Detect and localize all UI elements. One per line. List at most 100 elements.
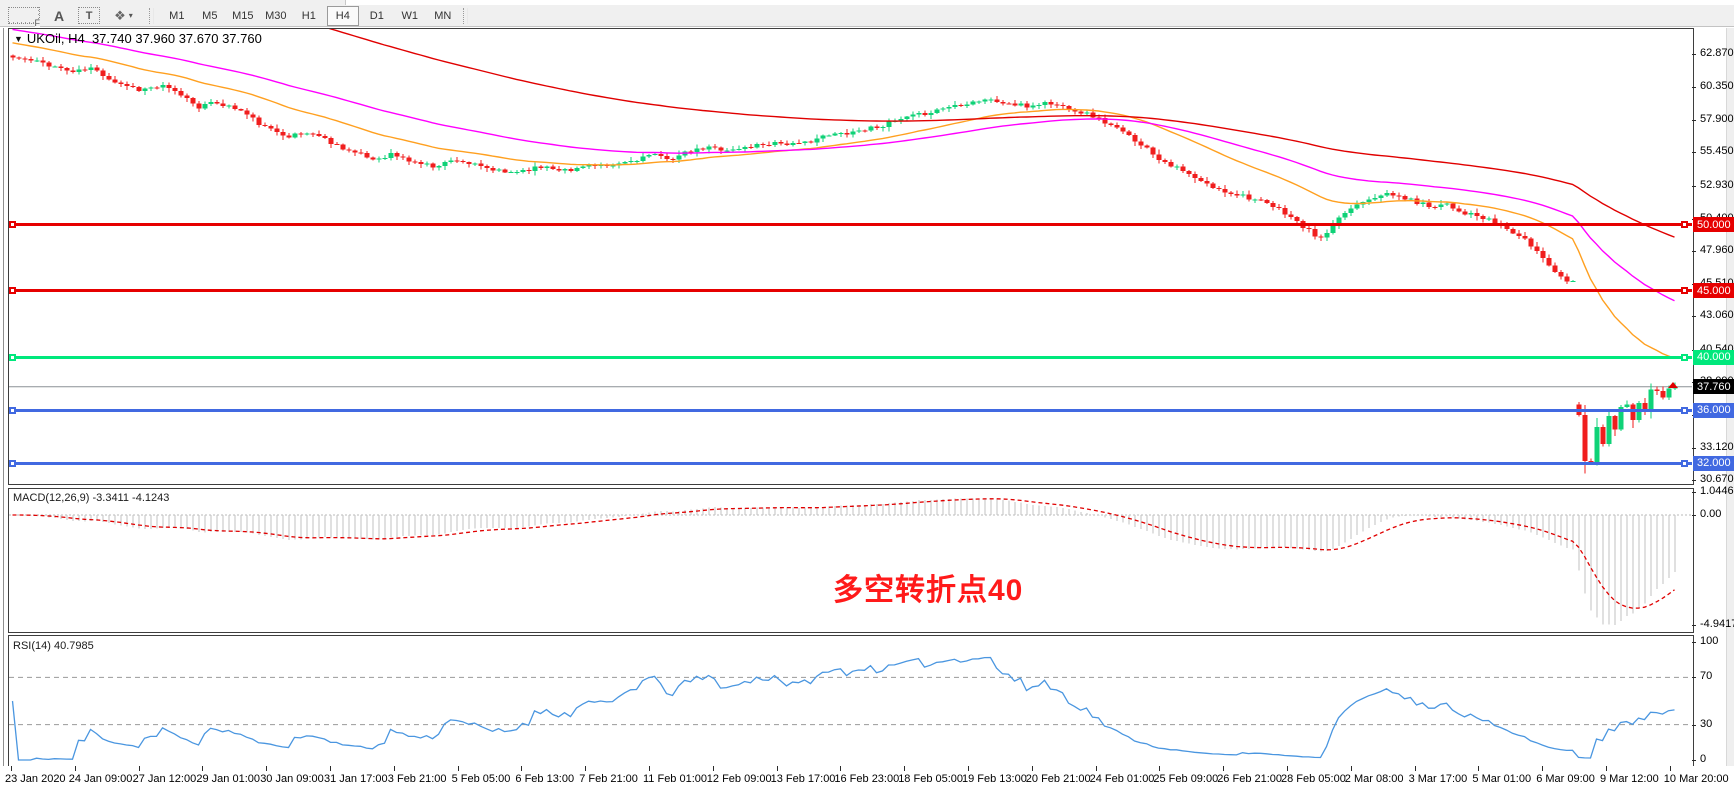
candle-body (1324, 233, 1330, 238)
arrow-objects-button[interactable]: ❖ ▾ (114, 7, 133, 25)
timeframe-button-w1[interactable]: W1 (401, 9, 419, 22)
candle-body (232, 105, 238, 110)
candle-body (1282, 208, 1288, 215)
candle-body (1366, 199, 1372, 203)
chart-grid-button[interactable]: F (8, 7, 40, 28)
macd-axis-tick (1692, 515, 1696, 516)
candle-body (436, 166, 442, 168)
price-axis-label: 33.120 (1700, 440, 1734, 453)
time-axis-label: 3 Mar 17:00 (1408, 773, 1468, 785)
candle-body (1408, 198, 1414, 200)
line-handle-left[interactable] (9, 221, 16, 229)
time-axis-tick (393, 766, 395, 771)
left-splitter[interactable] (0, 28, 8, 766)
rsi-value: 40.7985 (53, 640, 94, 652)
timeframe-button-h1[interactable]: H1 (301, 9, 316, 22)
horizontal-line-50.000[interactable] (9, 223, 1692, 227)
candle-body (292, 133, 298, 138)
time-axis-tick (1031, 766, 1033, 771)
horizontal-line-40.000[interactable] (9, 355, 1692, 359)
time-axis-label: 30 Jan 09:00 (260, 773, 324, 785)
text-box-icon: T (78, 7, 101, 24)
time-axis-label: 24 Jan 09:00 (68, 773, 133, 785)
line-price-badge: 32.000 (1693, 455, 1734, 471)
candle-body (472, 163, 478, 165)
candle-body (1342, 212, 1348, 218)
candle-body (520, 170, 526, 172)
line-handle-left[interactable] (9, 406, 16, 414)
horizontal-line-45.000[interactable] (9, 289, 1692, 293)
time-axis-tick (266, 766, 268, 771)
candle-body (1402, 196, 1408, 200)
candle-body (316, 133, 322, 137)
time-axis[interactable]: 23 Jan 2020 24 Jan 09:00 27 Jan 12:00 29 Ja… (0, 766, 1734, 790)
timeframe-button-m30[interactable]: M30 (265, 9, 287, 22)
candle-body (700, 148, 706, 150)
candle-body (784, 143, 790, 145)
candle-body (490, 168, 496, 171)
candle-body (166, 85, 172, 89)
timeframe-button-d1[interactable]: D1 (369, 9, 384, 22)
candle-body (1492, 218, 1498, 224)
macd-chart-surface[interactable] (9, 489, 1692, 631)
rsi-chart-surface[interactable] (9, 636, 1692, 764)
candle-body (208, 101, 214, 105)
candle-body (496, 169, 502, 171)
candle-body (304, 133, 310, 135)
toolbar-grip (462, 7, 468, 24)
macd-values: -3.3411 -4.1243 (92, 492, 170, 504)
line-handle-left[interactable] (9, 459, 16, 467)
price-axis-tick (1692, 87, 1696, 89)
candle-body (118, 82, 124, 84)
candle-body (1630, 404, 1636, 421)
candle-body (1624, 404, 1630, 407)
price-axis-label: 55.450 (1700, 145, 1734, 158)
timeframe-button-m1[interactable]: M1 (169, 9, 185, 22)
timeframe-button-m5[interactable]: M5 (202, 9, 218, 22)
candle-body (172, 88, 178, 91)
candle-body (1480, 216, 1486, 219)
chart-ohlc-values: 37.740 37.960 37.670 37.760 (91, 31, 262, 46)
ma-mid-line (12, 29, 1675, 302)
text-label-button[interactable]: A (54, 7, 64, 25)
candle-body (946, 106, 952, 109)
candle-body (706, 146, 712, 150)
macd-panel[interactable] (8, 488, 1694, 633)
macd-axis-tick (1692, 491, 1696, 493)
line-handle-right[interactable] (1681, 221, 1688, 229)
rsi-line (11, 656, 1675, 761)
time-axis-tick (138, 766, 140, 771)
candle-body (760, 143, 766, 145)
line-handle-right[interactable] (1681, 287, 1688, 295)
line-handle-right[interactable] (1681, 406, 1688, 414)
candle-body (454, 160, 460, 162)
candle-body (124, 83, 130, 86)
timeframe-button-mn[interactable]: MN (434, 9, 452, 22)
candle-body (814, 138, 820, 143)
candle-body (838, 132, 844, 134)
text-box-button[interactable]: T (78, 7, 101, 25)
time-axis-tick (11, 766, 12, 771)
price-axis-tick (1692, 152, 1696, 154)
candle-body (1276, 207, 1282, 209)
candle-body (634, 160, 640, 162)
line-handle-right[interactable] (1681, 459, 1688, 467)
line-handle-left[interactable] (9, 287, 16, 295)
price-axis-tick (1692, 480, 1696, 482)
candle-body (940, 108, 946, 110)
horizontal-line-36.000[interactable] (9, 408, 1692, 412)
timeframe-button-m15[interactable]: M15 (232, 9, 254, 22)
candle-body (238, 109, 244, 111)
rsi-axis-tick (1692, 724, 1696, 726)
line-handle-right[interactable] (1681, 353, 1688, 361)
price-chart-surface[interactable] (9, 29, 1692, 484)
timeframe-button-h4[interactable]: H4 (326, 5, 359, 26)
candle-body (640, 156, 646, 161)
right-scroll-strip[interactable] (1726, 28, 1734, 766)
line-handle-left[interactable] (9, 353, 16, 361)
candle-body (1426, 202, 1432, 207)
candle-body (184, 95, 190, 99)
horizontal-line-32.000[interactable] (9, 461, 1692, 465)
candle-body (382, 157, 388, 159)
time-axis-label: 26 Feb 21:00 (1217, 773, 1283, 785)
